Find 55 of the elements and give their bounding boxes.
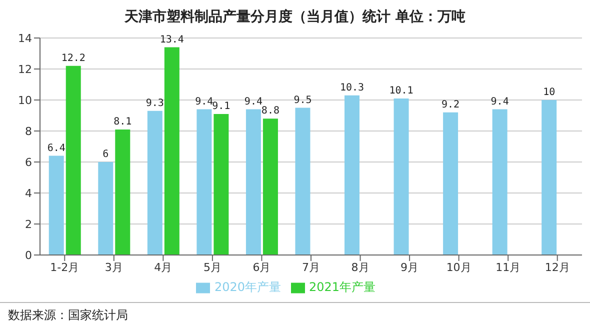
data-label: 6.4 xyxy=(47,142,66,154)
bar xyxy=(115,129,130,255)
x-tick-label: 1-2月 xyxy=(50,260,80,274)
bar xyxy=(542,100,557,255)
data-label: 8.1 xyxy=(114,116,132,128)
y-tick-label: 6 xyxy=(25,156,32,169)
data-label: 9.4 xyxy=(490,96,509,108)
bar xyxy=(492,109,508,255)
bar xyxy=(295,108,310,255)
data-label: 13.4 xyxy=(160,34,184,46)
x-tick-label: 6月 xyxy=(252,260,271,274)
data-label: 9.1 xyxy=(212,100,230,112)
data-label: 10 xyxy=(543,87,556,98)
x-tick-label: 12月 xyxy=(544,260,570,274)
bar xyxy=(48,156,64,255)
data-label: 6 xyxy=(102,149,109,160)
y-tick-label: 4 xyxy=(25,186,32,200)
data-label: 9.3 xyxy=(146,98,164,109)
bar xyxy=(164,47,180,255)
chart-title: 天津市塑料制品产量分月度（当月值）统计 单位：万吨 xyxy=(123,8,466,27)
bar xyxy=(262,118,278,255)
data-label: 9.2 xyxy=(442,99,460,110)
bar xyxy=(98,162,114,255)
data-label: 10.3 xyxy=(340,82,364,94)
y-tick-label: 14 xyxy=(18,32,32,45)
legend-label: 2021年产量 xyxy=(309,280,376,294)
data-label: 12.2 xyxy=(61,52,86,64)
x-tick-label: 7月 xyxy=(302,260,320,274)
bar xyxy=(394,98,409,255)
x-tick-label: 3月 xyxy=(104,260,123,274)
x-tick-label: 10月 xyxy=(446,260,472,274)
bar xyxy=(246,109,261,255)
bar xyxy=(196,109,212,255)
data-label: 9.4 xyxy=(195,96,214,108)
bar xyxy=(66,66,81,255)
y-tick-label: 2 xyxy=(25,218,32,231)
bar xyxy=(443,112,458,255)
bar xyxy=(214,114,229,255)
data-label: 9.4 xyxy=(244,96,262,108)
legend-label: 2020年产量 xyxy=(214,280,281,294)
y-tick-label: 12 xyxy=(18,62,32,76)
x-tick-label: 8月 xyxy=(351,260,370,274)
y-tick-label: 8 xyxy=(25,124,32,138)
x-tick-label: 5月 xyxy=(203,260,222,274)
data-label: 10.1 xyxy=(389,85,414,96)
x-tick-label: 11月 xyxy=(496,260,521,274)
y-tick-label: 10 xyxy=(18,94,32,107)
bar xyxy=(344,95,360,255)
bar xyxy=(147,110,162,255)
source-note: 数据来源：国家统计局 xyxy=(8,307,128,324)
data-label: 9.5 xyxy=(294,94,312,106)
y-tick-label: 0 xyxy=(25,248,32,262)
x-tick-label: 9月 xyxy=(400,260,419,274)
x-tick-label: 4月 xyxy=(154,260,172,274)
data-label: 8.8 xyxy=(261,106,280,117)
